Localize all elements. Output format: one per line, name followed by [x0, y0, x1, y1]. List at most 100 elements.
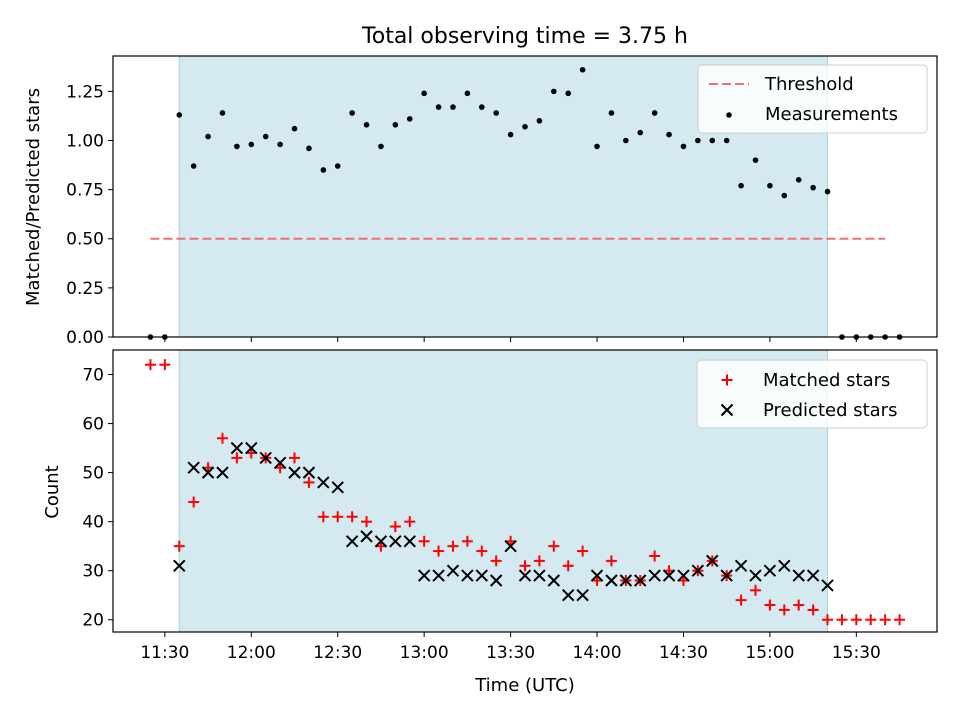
matched-star-point — [216, 432, 228, 444]
measurement-point — [752, 157, 759, 163]
matched-star-point — [793, 599, 805, 611]
y-axis-label-bottom: Count — [42, 465, 63, 518]
x-stroke — [706, 554, 719, 568]
x-tick-label: 14:30 — [659, 643, 708, 663]
predicted-star-point — [331, 481, 344, 494]
x-tick-label: 13:00 — [400, 643, 449, 663]
measurement-point — [421, 90, 427, 97]
matched-star-point — [404, 516, 416, 528]
measurement-point — [306, 145, 312, 152]
matched-star-point — [865, 614, 877, 626]
matched-star-point — [332, 511, 344, 523]
matched-star-point — [850, 614, 862, 626]
predicted-star-point — [201, 466, 215, 479]
measurement-point — [666, 131, 672, 138]
measurement-point — [205, 133, 211, 140]
measurement-point — [478, 104, 485, 110]
x-tick-label: 15:30 — [832, 643, 881, 663]
x-stroke — [475, 569, 488, 582]
matched-star-point — [778, 604, 790, 616]
measurement-point — [522, 123, 528, 130]
y-tick-label-bottom: 60 — [82, 415, 104, 435]
matched-star-point — [461, 535, 473, 547]
measurement-point — [190, 163, 197, 169]
legend-top: Threshold Measurements — [697, 64, 928, 134]
y-tick-label-top: 1.00 — [66, 131, 104, 151]
measurement-point — [262, 133, 269, 140]
x-tick-label: 12:00 — [227, 643, 276, 663]
matched-star-point — [577, 545, 589, 557]
top-panel: Total observing time = 3.75 h Matched/Pr… — [23, 24, 938, 348]
matched-star-point — [303, 476, 315, 488]
matched-star-point — [476, 545, 488, 557]
matched-star-point — [649, 550, 661, 562]
predicted-star-point — [417, 569, 431, 582]
x-stroke — [763, 564, 777, 577]
measurement-point — [219, 110, 226, 116]
measurement-point — [435, 104, 442, 110]
predicted-star-point — [720, 569, 733, 582]
x-stroke — [489, 574, 503, 587]
predicted-star-point — [504, 539, 517, 553]
x-stroke — [432, 569, 445, 582]
measurement-point — [334, 163, 341, 169]
predicted-star-point — [662, 569, 676, 582]
predicted-star-point — [360, 530, 373, 543]
matched-star-point — [605, 555, 617, 567]
chart-title: Total observing time = 3.75 h — [361, 24, 688, 49]
predicted-star-point — [216, 466, 229, 479]
measurement-point — [176, 112, 183, 118]
predicted-star-point — [691, 564, 705, 577]
y-tick-label-bottom: 20 — [82, 611, 104, 631]
matched-star-point — [894, 614, 906, 626]
predicted-star-point — [518, 569, 532, 582]
measurement-point — [392, 121, 399, 128]
predicted-star-point — [302, 466, 316, 479]
predicted-star-point — [562, 589, 575, 602]
y-tick-label-top: 0.50 — [66, 230, 104, 250]
matched-star-point — [822, 614, 834, 626]
x-stroke — [648, 569, 661, 582]
measurement-point — [594, 143, 600, 150]
predicted-star-point — [706, 554, 719, 568]
matched-star-point — [807, 604, 819, 616]
y-tick-label-bottom: 70 — [82, 366, 104, 386]
measurement-point — [248, 141, 255, 148]
x-stroke — [201, 466, 215, 479]
x-stroke — [259, 451, 272, 465]
predicted-star-point — [619, 574, 633, 587]
matched-star-point — [879, 614, 891, 626]
x-stroke — [749, 569, 762, 582]
measurement-point — [349, 110, 355, 116]
measurement-point — [291, 125, 298, 132]
matched-star-point — [231, 452, 243, 464]
x-stroke — [273, 456, 287, 470]
matched-star-point — [764, 599, 776, 611]
measurement-point — [637, 129, 644, 136]
y-tick-label-top: 0.25 — [66, 279, 104, 299]
y-tick-label-bottom: 40 — [82, 513, 104, 533]
matched-star-point — [836, 614, 848, 626]
y-tick-label-bottom: 50 — [82, 464, 104, 484]
predicted-star-point — [461, 569, 474, 582]
measurement-point — [507, 131, 514, 138]
measurement-point — [709, 137, 716, 144]
measurement-point — [651, 110, 658, 116]
x-stroke — [792, 569, 805, 582]
x-stroke — [345, 535, 359, 548]
matched-star-point — [188, 496, 200, 508]
x-stroke — [821, 579, 834, 592]
predicted-star-point — [634, 574, 647, 587]
x-tick-label: 11:30 — [140, 643, 189, 663]
predicted-star-point — [317, 476, 330, 489]
matched-star-point — [519, 560, 531, 572]
y-tick-label-bottom: 30 — [82, 562, 104, 582]
predicted-star-point — [734, 559, 748, 572]
x-stroke — [302, 466, 316, 479]
measurement-point — [579, 66, 586, 73]
predicted-star-point — [648, 569, 661, 582]
matched-star-point — [548, 540, 560, 552]
x-stroke — [389, 535, 402, 548]
matched-star-point — [289, 452, 301, 464]
x-tick-label: 14:00 — [573, 643, 622, 663]
